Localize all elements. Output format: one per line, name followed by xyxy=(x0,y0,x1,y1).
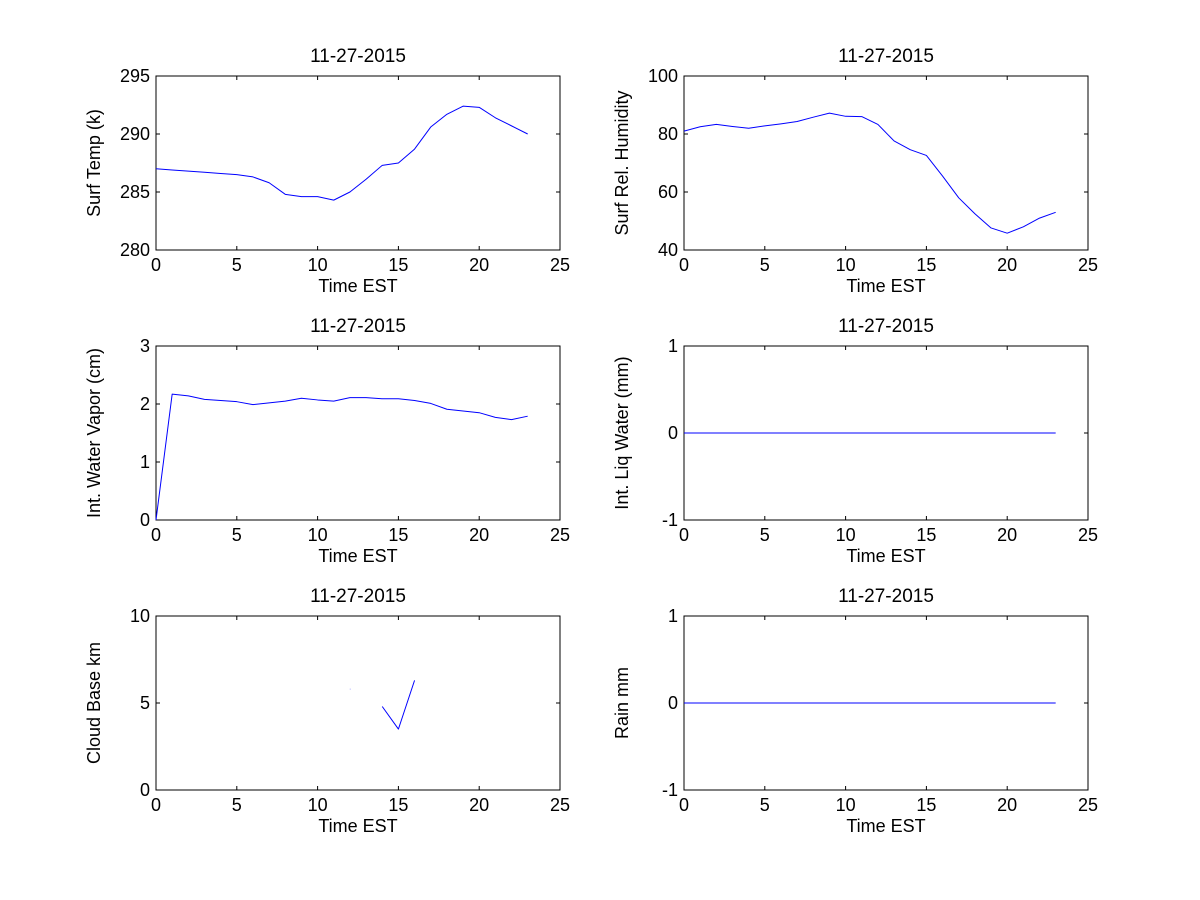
y-tick-label: 1 xyxy=(668,606,678,626)
x-tick-label: 5 xyxy=(760,255,770,275)
x-tick-label: 0 xyxy=(679,795,689,815)
x-tick-label: 15 xyxy=(388,525,408,545)
y-axis-label: Int. Liq Water (mm) xyxy=(612,356,632,509)
y-tick-label: 290 xyxy=(120,124,150,144)
x-tick-label: 5 xyxy=(232,255,242,275)
y-tick-label: -1 xyxy=(662,780,678,800)
axes-box xyxy=(155,75,561,251)
x-tick-label: 10 xyxy=(308,525,328,545)
x-tick-label: 20 xyxy=(997,795,1017,815)
y-axis-label: Cloud Base km xyxy=(84,642,104,764)
y-tick-label: 0 xyxy=(668,693,678,713)
y-tick-label: 5 xyxy=(140,693,150,713)
x-tick-label: 25 xyxy=(1078,795,1098,815)
x-tick-label: 15 xyxy=(916,795,936,815)
y-tick-label: 1 xyxy=(668,336,678,356)
y-tick-label: 0 xyxy=(140,780,150,800)
x-tick-label: 10 xyxy=(308,255,328,275)
y-tick-label: 0 xyxy=(668,423,678,443)
x-tick-label: 25 xyxy=(1078,255,1098,275)
y-tick-label: 80 xyxy=(658,124,678,144)
axes-box xyxy=(155,615,561,791)
x-tick-label: 15 xyxy=(388,255,408,275)
y-tick-label: 285 xyxy=(120,182,150,202)
x-tick-label: 5 xyxy=(232,525,242,545)
x-axis-label: Time EST xyxy=(318,276,397,296)
y-tick-label: 2 xyxy=(140,394,150,414)
plot-title: 11-27-2015 xyxy=(838,586,934,607)
y-tick-label: 1 xyxy=(140,452,150,472)
plot-title: 11-27-2015 xyxy=(310,46,406,67)
y-tick-label: 100 xyxy=(648,66,678,86)
series-line xyxy=(155,393,528,521)
subplot-2: 0 5 10 15 20 25 40 60 80 100 11-27-2015 Time EST Sur… xyxy=(612,46,1098,296)
y-axis-label: Int. Water Vapor (cm) xyxy=(84,348,104,518)
x-axis-label: Time EST xyxy=(846,276,925,296)
y-tick-label: 280 xyxy=(120,240,150,260)
y-tick-label: 3 xyxy=(140,336,150,356)
y-axis-label: Rain mm xyxy=(612,667,632,739)
x-tick-label: 20 xyxy=(469,525,489,545)
axes-box xyxy=(683,75,1089,251)
x-tick-label: 0 xyxy=(679,255,689,275)
y-tick-label: 295 xyxy=(120,66,150,86)
axes-box xyxy=(155,345,561,521)
x-tick-label: 25 xyxy=(550,795,570,815)
x-axis-label: Time EST xyxy=(846,816,925,836)
x-tick-label: 25 xyxy=(1078,525,1098,545)
y-tick-label: -1 xyxy=(662,510,678,530)
x-tick-label: 15 xyxy=(388,795,408,815)
x-tick-label: 0 xyxy=(151,525,161,545)
y-tick-label: 40 xyxy=(658,240,678,260)
y-axis-label: Surf Temp (k) xyxy=(84,109,104,217)
x-tick-label: 20 xyxy=(469,795,489,815)
subplot-1: 0 5 10 15 20 25 280 285 290 295 11-27-2015 Time EST… xyxy=(84,46,570,296)
plot-title: 11-27-2015 xyxy=(838,46,934,67)
x-tick-label: 0 xyxy=(679,525,689,545)
y-tick-label: 0 xyxy=(140,510,150,530)
x-tick-label: 10 xyxy=(836,255,856,275)
x-tick-label: 25 xyxy=(550,525,570,545)
x-tick-label: 10 xyxy=(836,795,856,815)
x-axis-label: Time EST xyxy=(318,546,397,566)
x-tick-label: 20 xyxy=(997,255,1017,275)
y-tick-label: 10 xyxy=(130,606,150,626)
plot-title: 11-27-2015 xyxy=(838,316,934,337)
series-line xyxy=(155,105,528,201)
x-axis-label: Time EST xyxy=(318,816,397,836)
y-tick-label: 60 xyxy=(658,182,678,202)
series-line xyxy=(381,680,416,730)
subplot-3: 0 5 10 15 20 25 0 1 2 3 11-27-2015 Time EST Int. Wat… xyxy=(84,316,570,566)
plot-title: 11-27-2015 xyxy=(310,586,406,607)
subplot-5: 0 5 10 15 20 25 0 5 10 11-27-2015 Time EST Cloud Ba… xyxy=(84,586,570,836)
x-tick-label: 5 xyxy=(760,525,770,545)
x-tick-label: 20 xyxy=(469,255,489,275)
series-line xyxy=(683,112,1056,234)
x-tick-label: 5 xyxy=(232,795,242,815)
x-tick-label: 25 xyxy=(550,255,570,275)
x-tick-label: 10 xyxy=(836,525,856,545)
x-tick-label: 5 xyxy=(760,795,770,815)
x-tick-label: 20 xyxy=(997,525,1017,545)
x-tick-label: 0 xyxy=(151,795,161,815)
x-tick-label: 0 xyxy=(151,255,161,275)
x-axis-label: Time EST xyxy=(846,546,925,566)
x-tick-label: 15 xyxy=(916,525,936,545)
x-tick-label: 15 xyxy=(916,255,936,275)
y-axis-label: Surf Rel. Humidity xyxy=(612,90,632,235)
x-tick-label: 10 xyxy=(308,795,328,815)
plot-title: 11-27-2015 xyxy=(310,316,406,337)
